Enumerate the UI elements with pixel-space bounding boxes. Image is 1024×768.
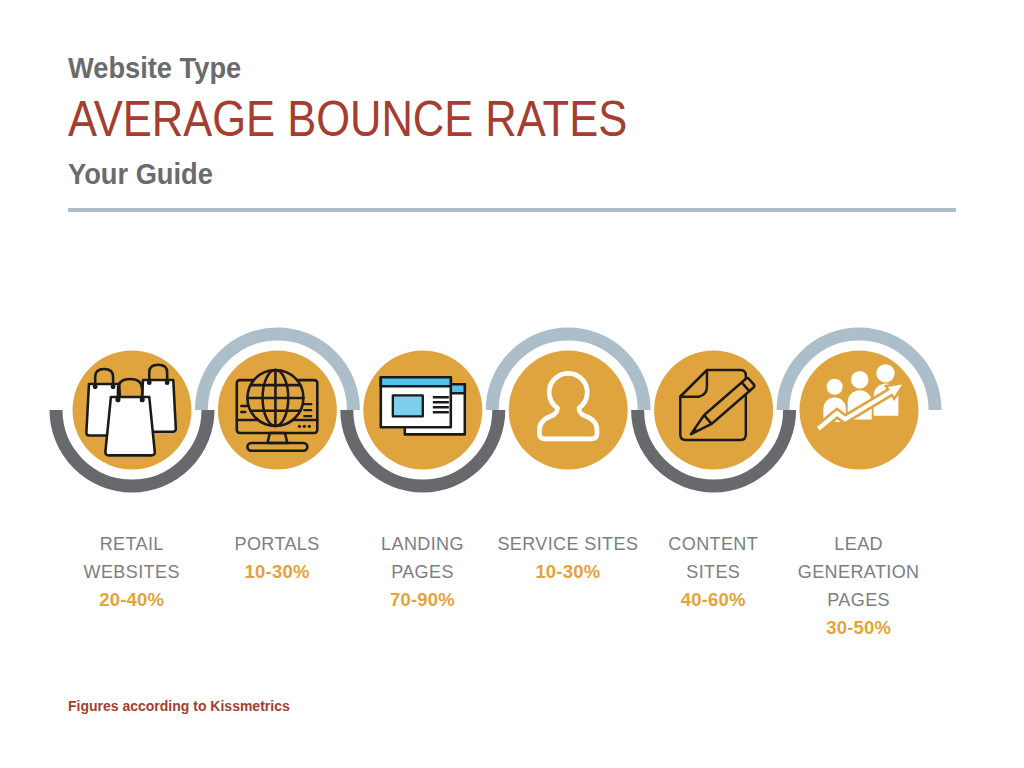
stage-name-line: GENERATION [786,558,931,586]
header-divider [68,208,956,212]
stage-name-line: PAGES [786,586,931,614]
stage-name-line: PORTALS [204,530,349,558]
stage-name-line: RETAIL [59,530,204,558]
stage-4 [492,334,644,470]
bounce-rate-value: 10-30% [495,558,640,586]
stage-label-3: LANDINGPAGES70-90% [350,530,495,642]
bounce-rate-value: 10-30% [204,558,349,586]
page-title: AVERAGE BOUNCE RATES [68,91,627,147]
header-eyebrow: Website Type [68,53,241,83]
bounce-rate-value: 40-60% [641,586,786,614]
stage-label-1: RETAILWEBSITES20-40% [59,530,204,642]
stage-label-5: CONTENTSITES40-60% [641,530,786,642]
stage-name-line: SERVICE SITES [495,530,640,558]
browser-windows-icon [381,377,465,434]
stage-1 [56,351,208,487]
stage-2 [201,334,353,470]
stage-name-line: WEBSITES [59,558,204,586]
bounce-rate-wave-band [0,320,1024,506]
stage-name-line: CONTENT [641,530,786,558]
stage-label-4: SERVICE SITES10-30% [495,530,640,642]
stage-5 [638,351,790,487]
stage-6 [783,334,935,470]
stage-name-line: PAGES [350,558,495,586]
bounce-rate-value: 30-50% [786,614,931,642]
bounce-rate-value: 20-40% [59,586,204,614]
header: Website Type AVERAGE BOUNCE RATES Your G… [68,53,711,189]
source-note: Figures according to Kissmetrics [68,698,290,715]
stage-name-line: SITES [641,558,786,586]
stage-label-6: LEADGENERATIONPAGES30-50% [786,530,931,642]
stage-labels-row: RETAILWEBSITES20-40%PORTALS10-30%LANDING… [59,530,931,642]
stage-3 [347,351,499,487]
stage-circle [509,351,628,470]
bounce-rate-value: 70-90% [350,586,495,614]
stage-name-line: LANDING [350,530,495,558]
header-subtitle: Your Guide [68,159,213,189]
stage-label-2: PORTALS10-30% [204,530,349,642]
stage-name-line: LEAD [786,530,931,558]
